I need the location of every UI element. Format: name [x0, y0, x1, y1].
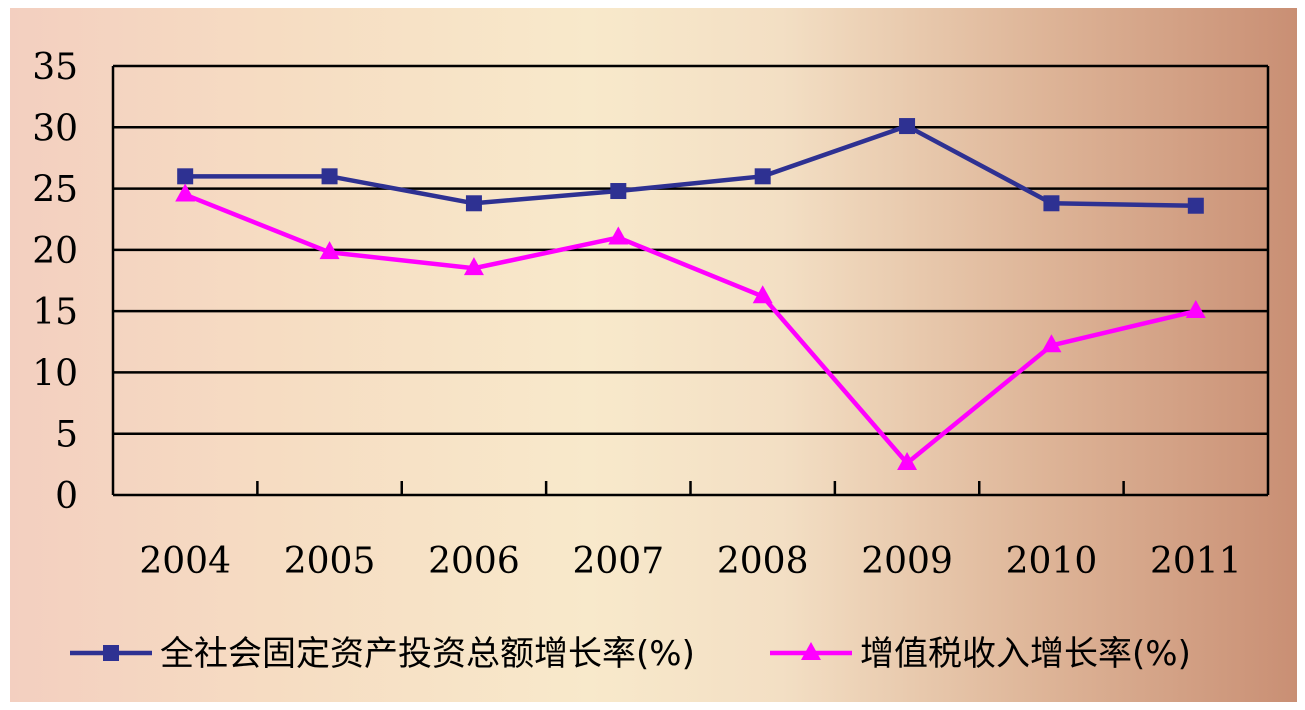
- chart-background: [10, 8, 1297, 702]
- y-tick-label-15: 15: [32, 292, 78, 333]
- series-lines: [184, 123, 1197, 466]
- legend-label-vat: 增值税收入增长率(%): [860, 634, 1191, 674]
- y-tick-label-35: 35: [32, 47, 78, 88]
- legend-swatch-marker-investment: [103, 645, 119, 661]
- y-tick-label-0: 0: [55, 476, 78, 517]
- legend-label-investment: 全社会固定资产投资总额增长率(%): [160, 634, 695, 674]
- data-point-s1-2004: [175, 183, 196, 202]
- x-tick-label-2005: 2005: [284, 541, 376, 582]
- x-tick-label-2004: 2004: [139, 541, 231, 582]
- data-point-s0-2007: [610, 183, 627, 200]
- x-tick-label-2007: 2007: [573, 541, 665, 582]
- data-point-s0-2006: [465, 195, 482, 212]
- series-markers: [175, 118, 1206, 470]
- series-line-0: [185, 123, 1196, 208]
- data-point-s1-2008: [752, 285, 773, 304]
- legend: 全社会固定资产投资总额增长率(%) 增值税收入增长率(%): [70, 634, 1191, 674]
- x-tick-label-2011: 2011: [1150, 541, 1242, 582]
- x-tick-label-2006: 2006: [428, 541, 520, 582]
- x-axis-tick-labels: 2004 2005 2006 2007 2008 2009 2010 2011: [139, 541, 1241, 582]
- y-tick-label-10: 10: [32, 353, 78, 394]
- y-axis-tick-labels: 0 5 10 15 20 25 30 35: [32, 47, 78, 517]
- data-point-s0-2011: [1187, 197, 1204, 214]
- data-point-s1-2007: [608, 226, 629, 245]
- data-point-s1-2009: [897, 451, 918, 470]
- x-tick-label-2009: 2009: [861, 541, 953, 582]
- data-point-s0-2005: [321, 168, 338, 185]
- y-tick-label-30: 30: [32, 108, 78, 149]
- data-point-s0-2010: [1043, 195, 1060, 212]
- y-tick-label-5: 5: [55, 415, 78, 456]
- series-line-1: [184, 192, 1197, 466]
- x-tick-label-2010: 2010: [1006, 541, 1098, 582]
- data-point-s1-2011: [1185, 299, 1206, 318]
- data-point-s0-2004: [177, 168, 194, 185]
- data-point-s1-2005: [319, 241, 340, 260]
- gridlines: [113, 64, 1268, 435]
- data-point-s0-2009: [899, 118, 916, 135]
- y-tick-label-25: 25: [32, 170, 78, 211]
- data-point-s0-2008: [754, 168, 771, 185]
- x-tick-label-2008: 2008: [717, 541, 809, 582]
- y-tick-label-20: 20: [32, 231, 78, 272]
- legend-swatch-marker-vat: [801, 642, 821, 660]
- axes: [111, 66, 1270, 497]
- data-point-s1-2010: [1041, 334, 1062, 353]
- data-point-s1-2006: [463, 257, 484, 276]
